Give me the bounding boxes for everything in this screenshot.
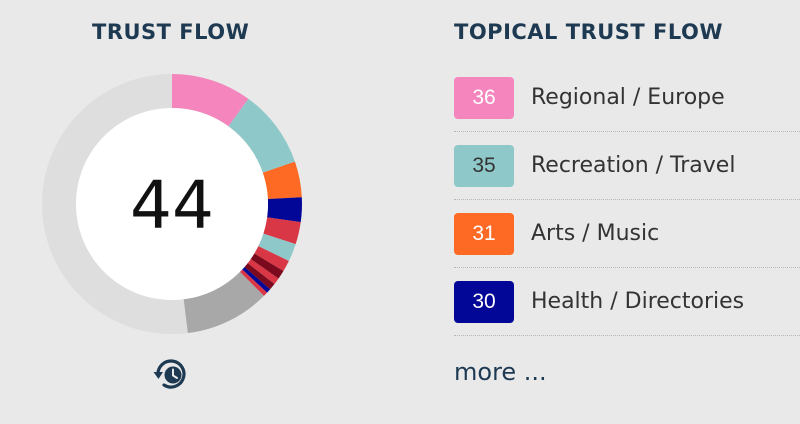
donut-segment-11 bbox=[242, 266, 271, 293]
topic-row-recreation-travel[interactable]: 35 Recreation / Travel bbox=[454, 132, 800, 200]
donut-segment-5 bbox=[263, 217, 301, 245]
topic-score-badge: 36 bbox=[454, 76, 514, 119]
donut-segment-12 bbox=[239, 269, 268, 296]
donut-segment-8 bbox=[250, 253, 284, 279]
donut-segment-6 bbox=[258, 233, 296, 261]
topic-score-badge: 31 bbox=[454, 212, 514, 255]
topic-score-badge: 35 bbox=[454, 144, 514, 187]
topic-list: 36 Regional / Europe 35 Recreation / Tra… bbox=[454, 64, 800, 336]
donut-segment-3 bbox=[262, 161, 302, 199]
donut-segment-9 bbox=[247, 259, 279, 285]
donut-center bbox=[76, 108, 268, 300]
trust-flow-donut-chart bbox=[42, 74, 302, 334]
trust-flow-score: 44 bbox=[130, 167, 214, 244]
history-clock-icon bbox=[153, 359, 186, 389]
topic-label: Health / Directories bbox=[531, 289, 745, 314]
donut-segment-10 bbox=[244, 263, 275, 290]
topic-score-badge: 30 bbox=[454, 280, 514, 323]
trust-flow-title: TRUST FLOW bbox=[92, 20, 250, 44]
topic-label: Arts / Music bbox=[531, 221, 660, 246]
history-button[interactable] bbox=[152, 354, 192, 394]
topical-trust-flow-title: TOPICAL TRUST FLOW bbox=[454, 20, 724, 44]
donut-segment-1 bbox=[172, 74, 249, 127]
donut-segments bbox=[172, 74, 302, 334]
donut-segment-2 bbox=[228, 98, 295, 173]
topic-row-regional-europe[interactable]: 36 Regional / Europe bbox=[454, 64, 800, 132]
donut-segment-7 bbox=[254, 246, 289, 271]
donut-segment-13 bbox=[183, 271, 264, 334]
topic-label: Regional / Europe bbox=[531, 85, 725, 110]
more-topics-link[interactable]: more ... bbox=[454, 358, 547, 386]
topic-row-arts-music[interactable]: 31 Arts / Music bbox=[454, 200, 800, 268]
donut-segment-4 bbox=[267, 197, 302, 223]
topic-row-health-directories[interactable]: 30 Health / Directories bbox=[454, 268, 800, 336]
topic-label: Recreation / Travel bbox=[531, 153, 736, 178]
